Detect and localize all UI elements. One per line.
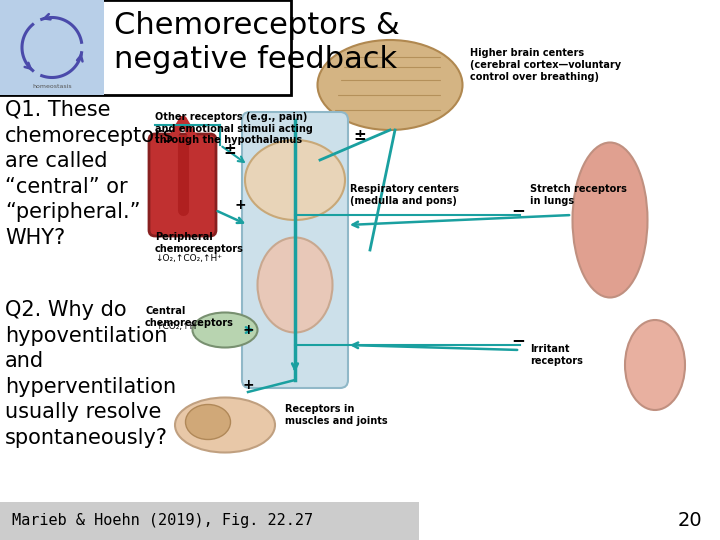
Text: Other receptors (e.g., pain)
and emotional stimuli acting
through the hypothalam: Other receptors (e.g., pain) and emotion…: [155, 112, 313, 145]
Text: Marieb & Hoehn (2019), Fig. 22.27: Marieb & Hoehn (2019), Fig. 22.27: [12, 514, 313, 529]
Text: 20: 20: [678, 511, 702, 530]
Bar: [0, 502, 419, 540]
Bar: [0, 0, 291, 95]
Text: +: +: [234, 198, 246, 212]
Text: homeostasis: homeostasis: [32, 84, 72, 89]
Text: Chemoreceptors &
negative feedback: Chemoreceptors & negative feedback: [114, 11, 400, 75]
Text: ↑CO₂,↑H⁺: ↑CO₂,↑H⁺: [155, 322, 201, 331]
FancyBboxPatch shape: [149, 134, 216, 236]
Text: −: −: [511, 331, 525, 349]
Text: ±: ±: [354, 127, 366, 143]
Text: −: −: [511, 201, 525, 219]
Text: Q2. Why do
hypoventilation
and
hyperventilation
usually resolve
spontaneously?: Q2. Why do hypoventilation and hypervent…: [5, 300, 176, 448]
Text: ±: ±: [224, 143, 236, 158]
Bar: [0, 0, 104, 95]
Text: Receptors in
muscles and joints: Receptors in muscles and joints: [285, 404, 387, 426]
Ellipse shape: [572, 143, 647, 298]
Text: +: +: [242, 323, 254, 337]
Text: +: +: [242, 378, 254, 392]
Text: Stretch receptors
in lungs: Stretch receptors in lungs: [530, 184, 627, 206]
Text: ↓O₂,↑CO₂,↑H⁺: ↓O₂,↑CO₂,↑H⁺: [155, 254, 222, 263]
Ellipse shape: [192, 313, 258, 348]
Text: Peripheral
chemoreceptors: Peripheral chemoreceptors: [155, 232, 244, 254]
FancyBboxPatch shape: [242, 112, 348, 388]
Text: Higher brain centers
(cerebral cortex—voluntary
control over breathing): Higher brain centers (cerebral cortex—vo…: [470, 49, 621, 82]
Ellipse shape: [258, 238, 333, 333]
Text: Q1. These
chemoreceptors
are called
“central” or
“peripheral.”
WHY?: Q1. These chemoreceptors are called “cen…: [5, 100, 174, 248]
Text: Irritant
receptors: Irritant receptors: [530, 344, 583, 366]
Ellipse shape: [625, 320, 685, 410]
Ellipse shape: [186, 404, 230, 440]
Ellipse shape: [318, 40, 462, 130]
Text: Respiratory centers
(medulla and pons): Respiratory centers (medulla and pons): [350, 184, 459, 206]
Text: Central
chemoreceptors: Central chemoreceptors: [145, 306, 234, 328]
Ellipse shape: [175, 397, 275, 453]
Ellipse shape: [245, 140, 345, 220]
